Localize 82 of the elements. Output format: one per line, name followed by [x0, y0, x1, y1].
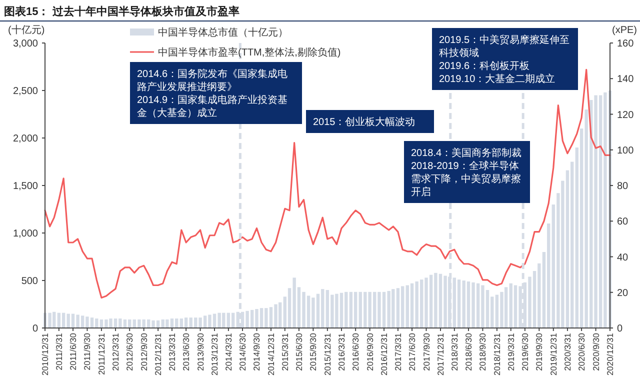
y-tick-label: 3,000: [12, 38, 38, 50]
y2-axis-title: (xPE): [612, 25, 637, 36]
annotation: 2019.6：科创板开板: [439, 60, 530, 72]
x-tick-label: 2012/3/31: [110, 332, 121, 371]
x-tick-label: 2015/6/30: [294, 332, 304, 371]
y-axis-title: (十亿元): [8, 24, 45, 36]
chart-title: 图表15： 过去十年中国半导体板块市值及市盈率: [4, 5, 240, 18]
x-tick-label: 2013/9/30: [195, 332, 206, 371]
annotation: 2014.9：国家集成电路产业投资基金（大基金）成立: [137, 94, 288, 119]
bar: [546, 224, 550, 328]
annotation-box: 2019.5：中美贸易摩擦延伸至科技领域 2019.6：科创板开板 2019.10：大基金二期成立: [432, 28, 578, 90]
x-tick-label: 2011/9/30: [82, 332, 92, 370]
y2-tick-label: 40: [617, 252, 629, 264]
x-tick-label: 2013/6/30: [181, 332, 192, 371]
x-tick-label: 2018/3/31: [449, 332, 460, 371]
y2-tick-label: 140: [617, 74, 634, 86]
x-tick-label: 2011/6/30: [68, 332, 78, 370]
x-tick-label: 2018/12/31: [492, 332, 502, 376]
x-tick-label: 2016/6/30: [350, 332, 361, 371]
annotation-box: 2014.6：国务院发布《国家集成电路产业发展推进纲要》 2014.9：国家集成电路产业投资基金（大基金）成立: [130, 62, 302, 124]
y-tick-label: 1,500: [12, 181, 38, 192]
y2-tick-label: 80: [617, 181, 629, 192]
x-tick-label: 2019/12/31: [548, 332, 558, 376]
x-tick-label: 2017/9/30: [421, 332, 432, 371]
x-tick-label: 2016/3/31: [336, 332, 346, 371]
y2-tick-label: 120: [617, 110, 634, 121]
x-tick-label: 2017/6/30: [407, 332, 418, 371]
y-tick-label: 1,000: [12, 228, 38, 240]
annotation: 2014.6：国务院发布《国家集成电路产业发展推进纲要》: [137, 68, 288, 93]
legend-label: 中国半导体总市值（十亿元）: [158, 26, 288, 38]
x-tick-label: 2017/3/31: [392, 332, 403, 371]
x-tick-label: 2012/9/30: [138, 332, 149, 371]
y2-tick-label: 160: [617, 38, 634, 50]
y2-tick-label: 60: [617, 216, 629, 228]
annotation-box: 2018.4：美国商务部制裁 2018-2019：全球半导体需求下降，中美贸易摩擦开启: [404, 141, 530, 203]
bar: [504, 287, 508, 328]
annotation-box: 2015：创业板大幅波动: [306, 110, 434, 133]
x-tick-label: 2020/12/31: [605, 332, 615, 376]
x-tick-label: 2016/9/30: [364, 332, 375, 371]
x-tick-label: 2011/3/31: [54, 332, 64, 370]
x-tick-label: 2014/9/30: [252, 332, 262, 371]
x-tick-label: 2019/6/30: [520, 332, 530, 371]
bar: [400, 286, 404, 328]
x-tick-label: 2012/6/30: [124, 332, 135, 371]
x-tick-label: 2010/12/31: [40, 332, 50, 376]
line-series: [44, 68, 611, 299]
x-tick-label: 2015/12/31: [322, 332, 332, 376]
x-tick-label: 2019/9/30: [534, 332, 544, 371]
y-tick-label: 2,500: [12, 86, 38, 97]
legend-label: 中国半导体市盈率(TTM,整体法,剔除负值): [158, 46, 341, 58]
y-tick-label: 0: [32, 324, 38, 334]
x-tick-label: 2016/12/31: [379, 332, 390, 376]
x-tick-label: 2011/12/31: [96, 332, 106, 375]
y2-tick-label: 0: [617, 324, 623, 334]
y-tick-label: 500: [21, 276, 38, 287]
x-tick-label: 2017/12/31: [435, 332, 446, 376]
x-tick-label: 2018/6/30: [463, 332, 474, 371]
x-tick-label: 2020/6/30: [576, 332, 587, 371]
x-tick-label: 2014/3/31: [223, 332, 234, 371]
annotation: 2018-2019：全球半导体需求下降，中美贸易摩擦开启: [411, 160, 521, 198]
y2-tick-label: 100: [617, 145, 634, 156]
x-tick-label: 2018/9/30: [478, 332, 488, 371]
y2-tick-label: 20: [617, 288, 629, 299]
x-tick-label: 2019/3/31: [506, 332, 516, 371]
x-tick-label: 2013/12/31: [210, 332, 220, 376]
annotation: 2019.5：中美贸易摩擦延伸至科技领域: [439, 34, 570, 59]
annotation: 2019.10：大基金二期成立: [439, 73, 556, 85]
bar: [354, 292, 358, 328]
annotation: 2015：创业板大幅波动: [313, 116, 416, 128]
x-tick-label: 2015/3/31: [280, 332, 290, 371]
y-tick-label: 2,000: [12, 134, 38, 144]
bar: [278, 302, 282, 328]
annotation: 2018.4：美国商务部制裁: [411, 147, 522, 159]
bar: [349, 292, 353, 328]
x-tick-label: 2020/9/30: [590, 332, 601, 371]
x-tick-label: 2020/3/31: [562, 332, 572, 371]
x-tick-label: 2015/9/30: [308, 332, 318, 371]
x-tick-label: 2014/12/31: [266, 332, 276, 376]
x-tick-label: 2012/12/31: [153, 332, 164, 376]
x-tick-label: 2014/6/30: [238, 332, 248, 371]
x-tick-label: 2013/3/31: [166, 332, 177, 371]
bar: [184, 318, 188, 328]
